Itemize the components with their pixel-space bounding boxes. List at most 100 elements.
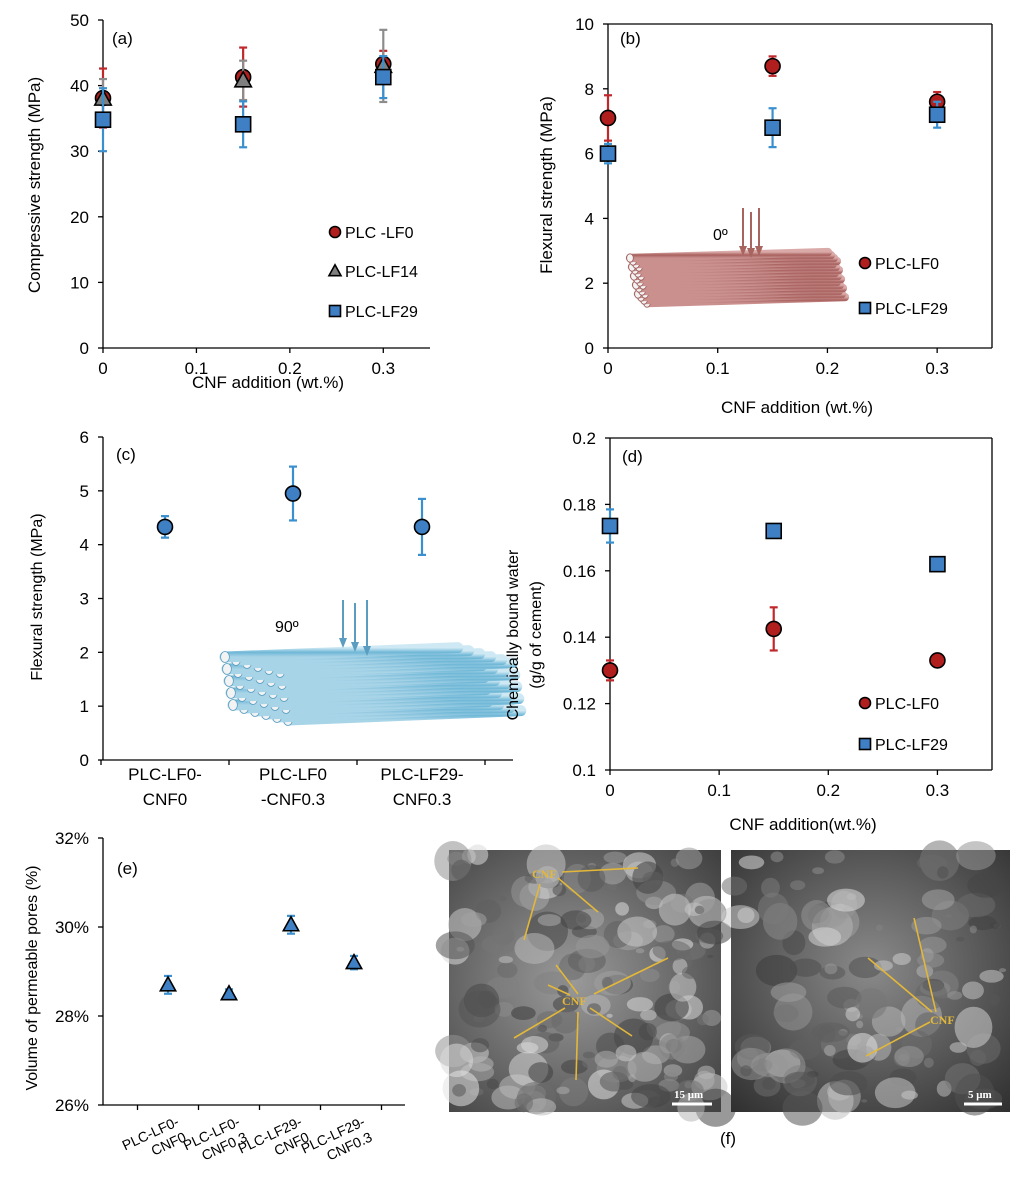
texture-grain	[526, 1098, 557, 1116]
texture-grain	[627, 1051, 663, 1082]
x-tick-label: 0	[603, 359, 612, 378]
fiber-end	[228, 699, 238, 711]
fiber-bundle-90deg-illustration	[219, 600, 527, 726]
y-tick-label: 50	[70, 11, 89, 30]
texture-grain	[761, 877, 780, 898]
sem-left-cnf-label-2: CNF	[562, 994, 587, 1008]
x-tick-label: 0.2	[816, 781, 840, 800]
y-tick-label: 1	[80, 697, 89, 716]
texture-grain	[875, 924, 883, 932]
y-tick-label: 4	[80, 536, 89, 555]
texture-grain	[665, 1038, 682, 1053]
texture-grain	[458, 990, 501, 1028]
texture-grain	[947, 991, 963, 1000]
panel-f-label: (f)	[720, 1129, 736, 1148]
texture-grain	[440, 1043, 474, 1078]
y-tick-label: 10	[70, 273, 89, 292]
data-point	[158, 975, 178, 992]
panel-a-label: (a)	[112, 29, 133, 48]
texture-grain	[955, 936, 965, 942]
texture-grain	[921, 889, 955, 910]
texture-grain	[617, 916, 658, 947]
texture-grain	[827, 888, 865, 912]
texture-grain	[695, 1088, 736, 1127]
texture-grain	[586, 1003, 602, 1015]
sem-left-scale-bar-label: 15 μm	[674, 1089, 703, 1101]
texture-grain	[575, 934, 610, 959]
panel-c-label: (c)	[116, 445, 136, 464]
data-point	[929, 652, 946, 669]
texture-grain	[558, 1077, 589, 1107]
texture-grain	[460, 912, 487, 928]
legend-marker	[328, 304, 342, 318]
fiber-end	[220, 651, 230, 663]
y-tick-label: 20	[70, 208, 89, 227]
category-label: PLC-LF0-CNF0	[120, 1113, 189, 1169]
texture-grain	[812, 867, 824, 875]
texture-grain	[556, 1086, 570, 1095]
plot-area-a: 0 10 20 30 40 50 0 0.1 0.2 0.3 PLC -LF0 PLC-LF14 PLC…	[70, 11, 430, 378]
texture-grain	[944, 913, 953, 918]
panel-a: 0 10 20 30 40 50 0 0.1 0.2 0.3 PLC -LF0 PLC-LF14 PLC…	[25, 11, 430, 392]
texture-grain	[923, 1057, 934, 1068]
y-tick-label: 2	[80, 643, 89, 662]
legend-label: PLC-LF14	[345, 264, 418, 281]
y-tick-label: 26%	[55, 1096, 89, 1115]
sem-right-cnf-label: CNF	[930, 1013, 955, 1027]
texture-grain	[740, 1065, 752, 1077]
texture-grain	[755, 954, 798, 987]
y-tick-label: 6	[585, 145, 594, 164]
legend-label: PLC-LF0	[875, 696, 939, 713]
plot-area-e: 26%28%30%32%PLC-LF0-CNF0PLC-LF0-CNF0.3PL…	[55, 829, 405, 1169]
fiber-end	[224, 675, 234, 687]
panel-d-y-axis-label-unit: (g/g of cement)	[528, 581, 545, 689]
texture-grain	[969, 925, 977, 934]
y-tick-label: 0	[585, 339, 594, 358]
series-plc-lf29	[599, 100, 946, 165]
texture-grain	[696, 920, 733, 945]
texture-grain	[784, 1071, 816, 1089]
y-tick-label: 0.14	[563, 628, 596, 647]
fiber-bundle-0deg-illustration	[625, 208, 850, 308]
series-plc-lf29	[94, 54, 392, 153]
data-point	[599, 145, 617, 162]
texture-grain	[911, 916, 942, 935]
legend-marker	[858, 301, 872, 315]
texture-grain	[491, 925, 515, 946]
x-tick-label: 0.1	[706, 359, 730, 378]
fiber-end	[626, 253, 634, 263]
data-point	[599, 109, 617, 127]
texture-grain	[652, 940, 691, 961]
data-point	[764, 57, 781, 75]
texture-grain	[916, 964, 934, 978]
texture-grain	[514, 933, 555, 964]
panel-b-x-axis-label: CNF addition (wt.%)	[721, 398, 873, 417]
y-tick-label: 0	[80, 339, 89, 358]
texture-grain	[916, 854, 948, 871]
legend-entry: PLC-LF0	[858, 696, 939, 713]
texture-grain	[956, 892, 996, 918]
texture-grain	[537, 914, 562, 927]
sem-right-scale-bar-label: 5 μm	[968, 1089, 992, 1101]
data-point	[374, 68, 392, 86]
y-tick-label: 0.16	[563, 562, 596, 581]
axes: 0 1 2 3 4 5 6 PLC-LF0-CNF0 PLC-LF0 -CNF0.3 PLC-LF2…	[80, 428, 513, 809]
sem-left-arrows	[513, 867, 669, 1081]
sem-micrograph-left: CNF CNF 15 μm	[434, 841, 736, 1127]
texture-grain	[782, 1090, 823, 1126]
y-tick-label: 30%	[55, 918, 89, 937]
texture-grain	[516, 1042, 539, 1054]
texture-grain	[669, 972, 697, 1002]
y-tick-label: 30	[70, 142, 89, 161]
fiber-end	[226, 687, 236, 699]
texture-grain	[829, 1071, 868, 1096]
texture-grain	[954, 1006, 993, 1048]
category-label: PLC-LF29-CNF0.3	[380, 765, 463, 809]
y-tick-label: 6	[80, 428, 89, 447]
legend-marker	[328, 225, 342, 239]
texture-grain	[824, 850, 845, 864]
y-tick-label: 40	[70, 77, 89, 96]
texture-grain	[962, 981, 984, 1000]
texture-grain	[861, 1099, 868, 1103]
